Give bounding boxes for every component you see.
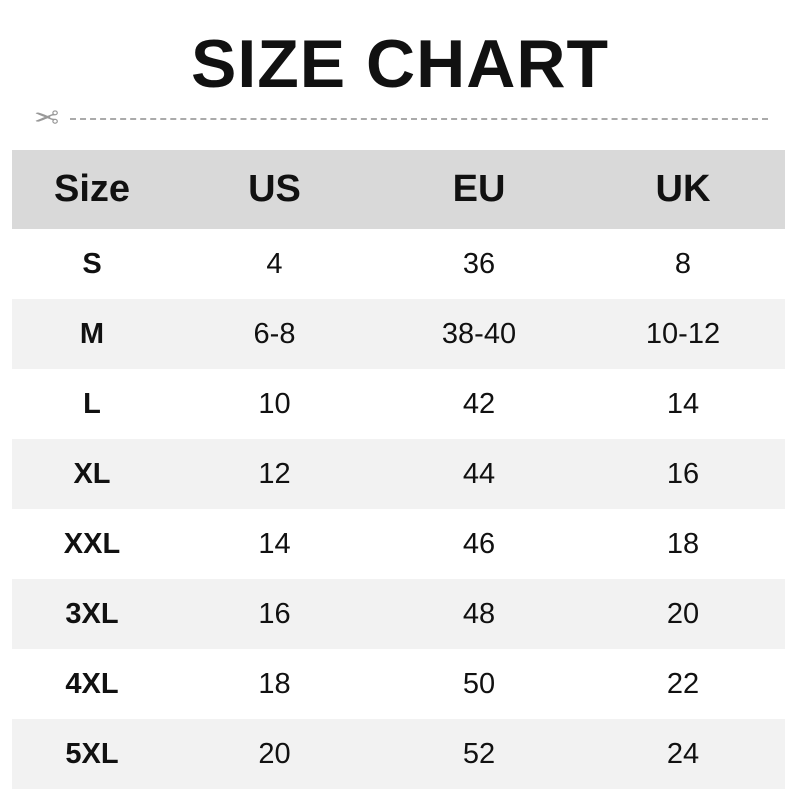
cell-us: 20	[172, 719, 377, 789]
table-row: XXL 14 46 18	[12, 509, 785, 579]
cell-eu: 52	[377, 719, 581, 789]
cell-uk: 18	[666, 527, 700, 560]
cell-size: XXL	[63, 527, 121, 560]
table-row: 4XL 18 50 22	[12, 649, 785, 719]
cell-uk: 22	[666, 667, 700, 700]
cell-us: 4	[266, 247, 283, 280]
table-row: M 6-8 38-40 10-12	[12, 299, 785, 369]
table-row: 3XL 16 48 20	[12, 579, 785, 649]
cell-us: 16	[172, 579, 377, 649]
header-row: Size US EU UK	[12, 150, 785, 229]
header-us: US	[172, 150, 377, 229]
cell-uk: 10-12	[581, 299, 785, 369]
dashed-divider	[70, 118, 768, 120]
cell-uk: 14	[666, 387, 700, 420]
table-row: L 10 42 14	[12, 369, 785, 439]
size-table: Size US EU UK S 4 36 8 M 6-8 38-40 10-12 L 10 42 14…	[12, 150, 785, 789]
cell-size: S	[82, 247, 102, 280]
cell-eu: 46	[462, 527, 496, 560]
table-row: XL 12 44 16	[12, 439, 785, 509]
cell-us: 12	[172, 439, 377, 509]
cell-uk: 8	[674, 247, 692, 280]
cell-eu: 38-40	[377, 299, 581, 369]
cell-us: 14	[258, 527, 291, 560]
cell-us: 6-8	[172, 299, 377, 369]
cell-size: XL	[12, 439, 172, 509]
cell-size: L	[83, 387, 101, 420]
cell-eu: 36	[462, 247, 496, 280]
cell-uk: 20	[581, 579, 785, 649]
table-row: S 4 36 8	[12, 229, 785, 299]
header-size: Size	[12, 150, 172, 229]
scissors-icon: ✂	[34, 102, 60, 135]
cell-us: 10	[258, 387, 291, 420]
cell-eu: 42	[462, 387, 496, 420]
cell-size: 5XL	[12, 719, 172, 789]
cell-eu: 44	[377, 439, 581, 509]
table-row: 5XL 20 52 24	[12, 719, 785, 789]
cell-size: 4XL	[65, 667, 119, 700]
cell-us: 18	[258, 667, 291, 700]
page-title: SIZE CHART	[191, 26, 609, 102]
cell-size: 3XL	[12, 579, 172, 649]
cell-eu: 50	[462, 667, 496, 700]
cell-uk: 24	[581, 719, 785, 789]
cell-eu: 48	[377, 579, 581, 649]
cell-size: M	[12, 299, 172, 369]
cut-line: ✂	[34, 102, 774, 135]
cell-uk: 16	[581, 439, 785, 509]
header-eu: EU	[377, 150, 581, 229]
header-uk: UK	[581, 150, 785, 229]
